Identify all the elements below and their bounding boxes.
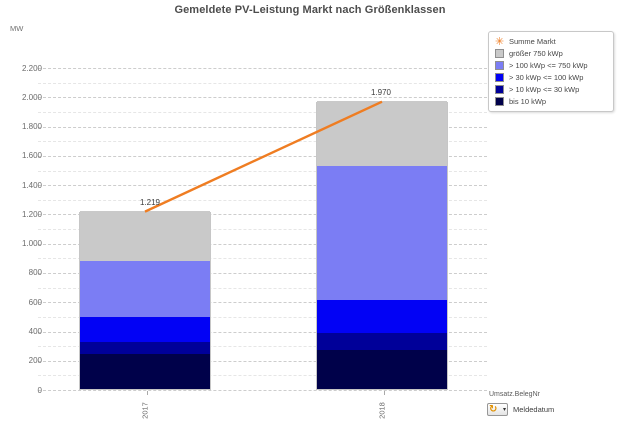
- gridline: [38, 272, 487, 274]
- x-axis-tick: [384, 391, 385, 395]
- gridline: [38, 82, 487, 84]
- legend-label: > 100 kWp <= 750 kWp: [509, 61, 588, 70]
- star-marker-icon: ✳: [495, 35, 505, 48]
- y-axis-tick-label: 1.400: [21, 180, 42, 190]
- refresh-dropdown-button[interactable]: ↻ ▾: [487, 403, 508, 416]
- y-axis-tick-label: 800: [28, 268, 42, 278]
- axis-dimension-row: ↻ ▾ Meldedatum: [487, 403, 554, 416]
- legend-item-100-750[interactable]: > 100 kWp <= 750 kWp: [495, 60, 607, 71]
- x-axis-category-label: 2018: [377, 402, 387, 419]
- gridline: [38, 258, 487, 260]
- bar-segment[interactable]: [317, 350, 447, 389]
- legend-item-30-100[interactable]: > 30 kWp <= 100 kWp: [495, 72, 607, 83]
- gridline: [38, 331, 487, 333]
- bar-segment[interactable]: [317, 100, 447, 166]
- bar-segment[interactable]: [80, 342, 210, 354]
- gridline: [38, 214, 487, 216]
- legend-item-bis-10[interactable]: bis 10 kWp: [495, 96, 607, 107]
- y-axis-tick-label: 2.200: [21, 63, 42, 73]
- y-axis-tick-label: 1.000: [21, 239, 42, 249]
- legend-item-summe-markt[interactable]: ✳ Summe Markt: [495, 36, 607, 47]
- legend-label: > 30 kWp <= 100 kWp: [509, 73, 584, 82]
- gridline: [38, 68, 487, 69]
- y-axis-unit-label: MW: [10, 24, 24, 33]
- gridline: [38, 360, 487, 362]
- stacked-bar-2018[interactable]: [316, 100, 448, 390]
- y-axis-tick-label: 1.800: [21, 122, 42, 131]
- color-swatch-icon: [495, 97, 504, 106]
- dimension-label: Umsatz.BelegNr: [489, 391, 540, 398]
- bar-segment[interactable]: [317, 165, 447, 300]
- y-axis-tick-label: 0: [37, 385, 42, 395]
- y-axis-tick-label: 2.000: [21, 92, 42, 102]
- x-axis-category-label: 2017: [140, 402, 150, 419]
- x-axis-tick: [147, 391, 148, 395]
- total-data-label: 1.970: [370, 88, 392, 98]
- bar-segment[interactable]: [80, 210, 210, 261]
- legend-label: > 10 kWp <= 30 kWp: [509, 85, 580, 94]
- legend-label: größer 750 kWp: [509, 49, 563, 58]
- refresh-icon: ↻: [489, 403, 498, 415]
- legend-label: Summe Markt: [509, 37, 556, 46]
- gridline: [38, 316, 487, 318]
- bar-segment[interactable]: [317, 332, 447, 351]
- legend: ✳ Summe Markt größer 750 kWp > 100 kWp <…: [488, 31, 614, 112]
- stacked-bar-2017[interactable]: [79, 210, 211, 390]
- y-axis-tick-label: 400: [28, 327, 42, 336]
- bar-segment[interactable]: [80, 353, 210, 389]
- legend-item-10-30[interactable]: > 10 kWp <= 30 kWp: [495, 84, 607, 95]
- color-swatch-icon: [495, 73, 504, 82]
- y-axis-tick-label: 1.200: [21, 209, 42, 219]
- color-swatch-icon: [495, 85, 504, 94]
- y-axis-tick-label: 600: [28, 297, 42, 307]
- bar-segment[interactable]: [80, 260, 210, 318]
- color-swatch-icon: [495, 49, 504, 58]
- gridline: [38, 346, 487, 348]
- x-axis-dimension-label: Meldedatum: [513, 405, 555, 414]
- gridline: [38, 97, 487, 99]
- chevron-down-icon: ▾: [502, 407, 506, 413]
- gridline: [38, 287, 487, 289]
- y-axis-tick-label: 1.600: [21, 151, 42, 161]
- gridline: [38, 243, 487, 245]
- total-data-label: 1.219: [139, 198, 161, 208]
- color-swatch-icon: [495, 61, 504, 70]
- gridline: [38, 302, 487, 304]
- gridline: [38, 375, 487, 377]
- legend-label: bis 10 kWp: [509, 97, 547, 106]
- gridline: [38, 229, 487, 230]
- legend-item-groesser-750[interactable]: größer 750 kWp: [495, 48, 607, 59]
- bar-segment[interactable]: [80, 317, 210, 343]
- gridline: [38, 390, 487, 391]
- y-axis-tick-label: 200: [28, 356, 42, 366]
- chart-title: Gemeldete PV-Leistung Markt nach Größenk…: [174, 4, 446, 16]
- bar-segment[interactable]: [317, 300, 447, 333]
